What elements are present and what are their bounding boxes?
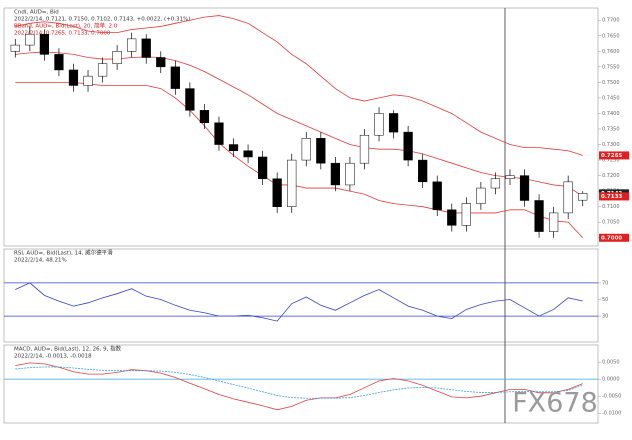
candle-body: [549, 212, 559, 232]
candle-body: [185, 88, 195, 111]
candle-body: [258, 156, 268, 179]
panel-header: 2022/2/14, 48.21%: [14, 258, 67, 264]
candle-body: [374, 113, 384, 136]
price-tag: [599, 151, 629, 160]
y-tick-label: 0.7700: [602, 18, 620, 24]
indicator-line: [15, 81, 584, 239]
y-tick-label: 0.7650: [602, 33, 620, 39]
y-tick-label: 70: [602, 280, 608, 286]
candle-body: [199, 110, 210, 124]
candle-body: [287, 159, 297, 207]
price-tag: [599, 233, 629, 242]
panel-header: 2022/2/14, -0.0013, -0.0018: [14, 354, 92, 360]
panel-header: Cndl, AUD=, Bid: [14, 10, 59, 16]
candle-body: [112, 51, 122, 64]
y-tick-label: 0.7350: [602, 127, 620, 133]
candle-body: [519, 175, 530, 201]
y-tick-label: 0.7400: [602, 111, 620, 117]
candle-body: [403, 131, 413, 161]
price-tag: [599, 192, 629, 201]
macd-panel: [3, 344, 599, 424]
panel-header: 2022/2/14, 0.7121, 0.7150, 0.7102, 0.714…: [14, 17, 190, 23]
y-tick-label: 0.7200: [602, 173, 620, 179]
candle-body: [505, 175, 515, 179]
y-tick-label: 0.7550: [602, 64, 620, 70]
candle-body: [388, 113, 399, 133]
y-tick-label: 0.0000: [602, 377, 620, 383]
candle-body: [25, 33, 35, 46]
y-tick-label: 0.7600: [602, 49, 620, 55]
y-tick-label: 0.7500: [602, 80, 620, 86]
candle-body: [476, 187, 486, 204]
y-tick-label: 0.7450: [602, 95, 620, 101]
y-tick-label: 0.7100: [602, 204, 620, 210]
candle-body: [68, 69, 79, 86]
y-tick-label: 0.7250: [602, 158, 620, 164]
candle-body: [272, 178, 282, 207]
indicator-line: [15, 51, 583, 197]
candle-body: [243, 150, 253, 158]
y-tick-label: 50: [602, 297, 608, 303]
candle-body: [10, 44, 20, 52]
candle-body: [345, 162, 355, 186]
rsi-panel: [3, 248, 599, 343]
candle-body: [214, 122, 224, 145]
candle-body: [461, 203, 471, 226]
candle-body: [39, 33, 49, 55]
y-tick-label: -0.0050: [602, 394, 621, 400]
price-tag-label: 0.7000: [601, 235, 622, 241]
candle-body: [490, 178, 501, 189]
candle-body: [156, 57, 166, 68]
main-panel: [3, 7, 599, 247]
candle-body: [301, 138, 311, 161]
candle-body: [578, 193, 588, 201]
candle-body: [330, 162, 340, 186]
candle-body: [418, 159, 428, 183]
y-tick-label: -0.0100: [602, 411, 621, 417]
candle-body: [534, 200, 544, 232]
y-tick-label: 0.7050: [602, 220, 620, 226]
y-tick-label: 0.7300: [602, 142, 620, 148]
indicator-line: [15, 362, 583, 411]
indicator-line: [15, 282, 583, 322]
candle-body: [316, 138, 326, 164]
price-tag-label: 0.7265: [601, 153, 622, 159]
candle-body: [127, 38, 137, 52]
candle-body: [432, 181, 442, 211]
candle-body: [228, 144, 239, 152]
y-tick-label: 0.0050: [602, 360, 620, 366]
candle-body: [359, 134, 370, 164]
candle-body: [447, 209, 457, 226]
candle-body: [97, 63, 108, 77]
panel-header: BBand, AUD=, Bid(Last), 20, 简单, 2.0: [14, 22, 118, 30]
indicator-line: [15, 15, 583, 156]
candle-body: [563, 181, 573, 214]
candle-body: [83, 75, 93, 86]
panel-header: 2022/2/14, 0.7265, 0.7133, 0.7000: [14, 31, 111, 37]
candle-body: [54, 54, 64, 71]
candle-body: [141, 38, 151, 58]
candle-body: [170, 66, 180, 89]
price-tag-label: 0.7133: [601, 194, 622, 200]
watermark: FX678: [512, 388, 598, 419]
indicator-line: [15, 366, 583, 399]
panel-header: RSI, AUD=, Bid(Last), 14, 威尔德平滑: [14, 249, 113, 257]
panel-header: MACD, AUD=, Bid(Last), 12, 26, 9, 指数: [14, 345, 122, 353]
y-tick-label: 30: [602, 314, 608, 320]
